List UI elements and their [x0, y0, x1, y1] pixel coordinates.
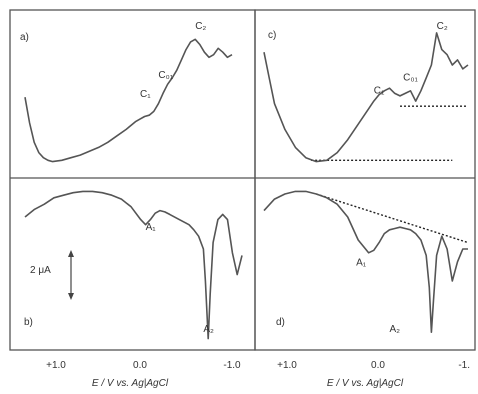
scale-bar-arrow-down	[68, 293, 74, 300]
baseline-d-0	[316, 193, 469, 244]
x-axis-label-left: E / V vs. Ag|AgCl	[92, 378, 169, 389]
series-line-d-0	[263, 190, 468, 334]
x-tick-left-1: +1.0	[46, 360, 66, 371]
peak-label-d-1: A₂	[390, 324, 401, 335]
peak-label-a-1: C₀₁	[158, 70, 173, 81]
peak-label-d-0: A₁	[356, 258, 367, 269]
panel-b: A₁ A₂	[24, 190, 243, 340]
series-line-c-0	[263, 32, 469, 163]
panel-a: C₁ C₀₁ C₂	[24, 21, 233, 163]
panel-label-c: c)	[268, 30, 276, 41]
scale-bar-label: 2 μA	[30, 265, 51, 276]
series-line-b-0	[24, 190, 243, 340]
scale-bar-arrow-up	[68, 250, 74, 257]
panel-label-b: b)	[24, 317, 33, 328]
x-axis-label-right: E / V vs. Ag|AgCl	[327, 378, 404, 389]
x-tick-left-3: -1.0	[223, 360, 241, 371]
panel-label-d: d)	[276, 317, 285, 328]
x-tick-right-2: 0.0	[371, 360, 385, 371]
frame-right	[254, 9, 476, 351]
peak-label-a-0: C₁	[140, 89, 151, 100]
x-tick-right-1: +1.0	[277, 360, 297, 371]
x-tick-right-3: -1.	[458, 360, 470, 371]
peak-label-b-1: A₂	[203, 324, 214, 335]
panel-d: A₁ A₂	[263, 190, 469, 335]
x-tick-left-2: 0.0	[133, 360, 147, 371]
series-line-a-0	[24, 38, 233, 163]
frame-left	[9, 9, 256, 351]
panel-c: C₁ C₀₁ C₂	[263, 21, 469, 163]
panel-label-a: a)	[20, 32, 29, 43]
peak-label-c-0: C₁	[374, 85, 385, 96]
peak-label-c-1: C₀₁	[403, 73, 418, 84]
peak-label-b-0: A₁	[146, 222, 157, 233]
scale-bar: 2 μA	[30, 250, 74, 300]
peak-label-a-2: C₂	[195, 21, 206, 32]
peak-label-c-2: C₂	[437, 21, 448, 32]
